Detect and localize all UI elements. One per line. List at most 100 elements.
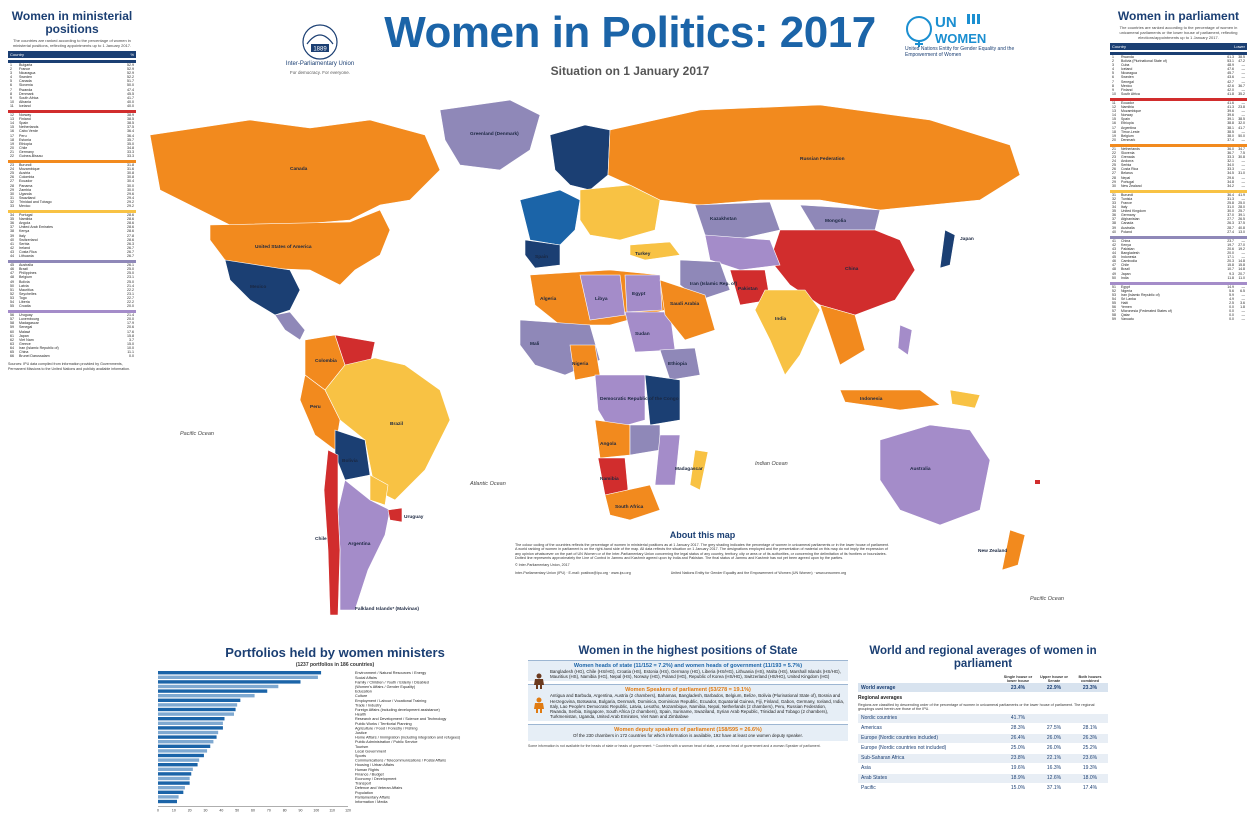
- table-row: 9 Finland 42.0—: [1112, 87, 1245, 92]
- table-row: 38 Kenya 28.6: [10, 229, 134, 234]
- label-colombia: Colombia: [315, 358, 337, 364]
- table-row: 35 Namibia 28.6: [10, 217, 134, 222]
- table-row: 18 Estonia 35.7: [10, 137, 134, 142]
- label-pacific-ocean-east: Pacific Ocean: [180, 431, 214, 437]
- label-indonesia: Indonesia: [860, 396, 883, 402]
- portfolio-label: Information / Media: [355, 800, 388, 804]
- deputy-body: Of the 230 chambers in 172 countries for…: [573, 733, 803, 739]
- portfolio-label: Population: [355, 791, 373, 795]
- x-tick-label: 90: [299, 808, 303, 812]
- table-row: 51 Egypt 14.9—: [1112, 284, 1245, 289]
- portfolio-bar: [158, 726, 223, 730]
- ministerial-positions-panel: Women in ministerial positions The count…: [8, 10, 136, 822]
- table-row: 21 Netherlands 36.0 34.7: [1112, 146, 1245, 151]
- rank-band: [8, 160, 136, 164]
- label-chile: Chile: [315, 536, 327, 542]
- portfolio-label: Tourism: [355, 745, 368, 749]
- label-pakistan: Pakistan: [738, 286, 758, 292]
- portfolio-bar: [158, 786, 185, 790]
- country-iran: [679, 259, 731, 301]
- regional-row: Pacific 15.0% 37.1% 17.4%: [858, 784, 1108, 794]
- country-east-africa: [644, 374, 681, 426]
- rank-band: [8, 310, 136, 314]
- table-row: 48 Brazil 10.7 14.8: [1112, 267, 1245, 272]
- unwomen-logo-icon: UN WOMEN: [906, 14, 986, 47]
- table-row: 8 Denmark 45.5: [10, 91, 134, 96]
- table-row: 28 Panama 30.0: [10, 183, 134, 188]
- portfolio-label: Home Affairs / Immigration (including in…: [355, 736, 461, 740]
- x-tick-label: 80: [283, 808, 287, 812]
- table-row: 35 United Kingdom 30.0 25.7: [1112, 209, 1245, 214]
- rank-band: [1110, 97, 1247, 101]
- rank-band: [8, 60, 136, 63]
- table-row: 32 Tunisia 31.3—: [1112, 196, 1245, 201]
- portfolio-bar: [158, 795, 179, 799]
- parliament-table-header: Country Lower: [1110, 43, 1247, 50]
- portfolio-label: Trade / Industry: [355, 703, 382, 707]
- label-angola: Angola: [600, 441, 617, 447]
- table-row: 59 Senegal 20.6: [10, 325, 134, 330]
- table-row: 21 Germany 33.3: [10, 149, 134, 154]
- regional-rows: Nordic countries 41.7% Americas 28.3% 27.5% 2…: [858, 713, 1108, 794]
- country-kazakhstan: [694, 201, 781, 241]
- regional-row: Asia 19.6% 16.3% 19.3%: [858, 764, 1108, 774]
- portfolio-label: Health: [355, 713, 366, 717]
- portfolio-bar: [158, 744, 211, 748]
- portfolio-bar: [158, 689, 268, 693]
- speaker-figure-icon: [534, 697, 544, 714]
- table-row: 15 Netherlands 37.5: [10, 125, 134, 130]
- speakers-title: Women Speakers of parliament (53/278 = 1…: [625, 687, 751, 694]
- table-row: 36 Angola 28.6: [10, 221, 134, 226]
- ministerial-panel-note: The countries are ranked according to th…: [12, 38, 132, 48]
- table-row: 6 Slovenia 50.0: [10, 83, 134, 88]
- about-title: About this map: [669, 530, 736, 540]
- table-row: 16 Cabo Verde 36.4: [10, 129, 134, 134]
- table-row: 26 Colombia 30.8: [10, 175, 134, 180]
- table-row: 27 Ecuador 30.4: [10, 179, 134, 184]
- heads-body: Bangladesh (HG), Chile (HS/HG), Croatia …: [532, 669, 844, 689]
- table-row: 34 Portugal 28.6: [10, 213, 134, 218]
- table-row: 33 Mexico 29.2: [10, 204, 134, 208]
- table-row: 17 Peru 36.4: [10, 133, 134, 138]
- portfolio-label: Public Works / Territorial Planning: [355, 722, 412, 726]
- country-fiji: [1035, 480, 1040, 484]
- rank-band: [1110, 189, 1247, 193]
- contact-ipu: Inter-Parliamentary Union (IPU) · E-mail…: [515, 571, 631, 576]
- country-australia: [879, 424, 991, 526]
- table-row: 1 Rwanda 61.3 38.5: [1112, 55, 1245, 59]
- label-sudan: Sudan: [635, 331, 650, 337]
- label-greenland: Greenland (Denmark): [470, 131, 519, 137]
- portfolio-label: Agriculture / Food / Forestry / Fishing: [355, 726, 417, 730]
- table-row: 16 Ethiopia 38.8 32.0: [1112, 121, 1245, 126]
- table-row: 52 Nigeria 5.6 6.5: [1112, 288, 1245, 293]
- label-turkey: Turkey: [635, 251, 651, 257]
- portfolio-bar: [158, 749, 208, 753]
- portfolio-bar: [158, 694, 255, 698]
- rank-band: [1110, 143, 1247, 147]
- portfolio-label: Parliamentary Affairs: [355, 795, 390, 799]
- ipu-name: Inter-Parliamentary Union: [285, 61, 355, 67]
- table-row: 49 Japan 9.3 20.7: [1112, 271, 1245, 276]
- country-southeast-asia: [819, 304, 866, 366]
- regional-title: World and regional averages of women in …: [869, 645, 1097, 670]
- portfolio-label: Employment / Labour / Vocational Trainin…: [355, 699, 426, 703]
- about-contacts: Inter-Parliamentary Union (IPU) · E-mail…: [515, 571, 890, 575]
- table-row: 4 Sweden 52.2: [10, 75, 134, 80]
- portfolio-label: Justice: [355, 731, 367, 735]
- woman-figure-icon: [534, 673, 544, 689]
- country-central-asia: [704, 234, 781, 271]
- country-south-africa: [604, 484, 661, 521]
- table-row: 28 Nepal 29.6—: [1112, 175, 1245, 180]
- table-row: 36 Germany 37.0 39.1: [1112, 213, 1245, 218]
- table-row: 63 Greece 15.0: [10, 341, 134, 346]
- rank-band: [1110, 235, 1247, 239]
- table-row: 54 Sri Lanka 4.9—: [1112, 296, 1245, 301]
- highest-notes: Some information is not available for th…: [528, 743, 821, 748]
- heads-body-text: Bangladesh (HG), Chile (HS/HG), Croatia …: [550, 669, 841, 680]
- about-body: The colour coding of the countries refle…: [515, 543, 890, 560]
- table-row: 51 Mauritius 22.2: [10, 287, 134, 292]
- table-row: 25 Austria 30.8: [10, 171, 134, 176]
- portfolio-bar: [158, 712, 234, 716]
- table-row: 12 Norway 38.9: [10, 113, 134, 118]
- table-row: 2 Bolivia (Plurinational State of) 53.1 47.…: [1112, 59, 1245, 64]
